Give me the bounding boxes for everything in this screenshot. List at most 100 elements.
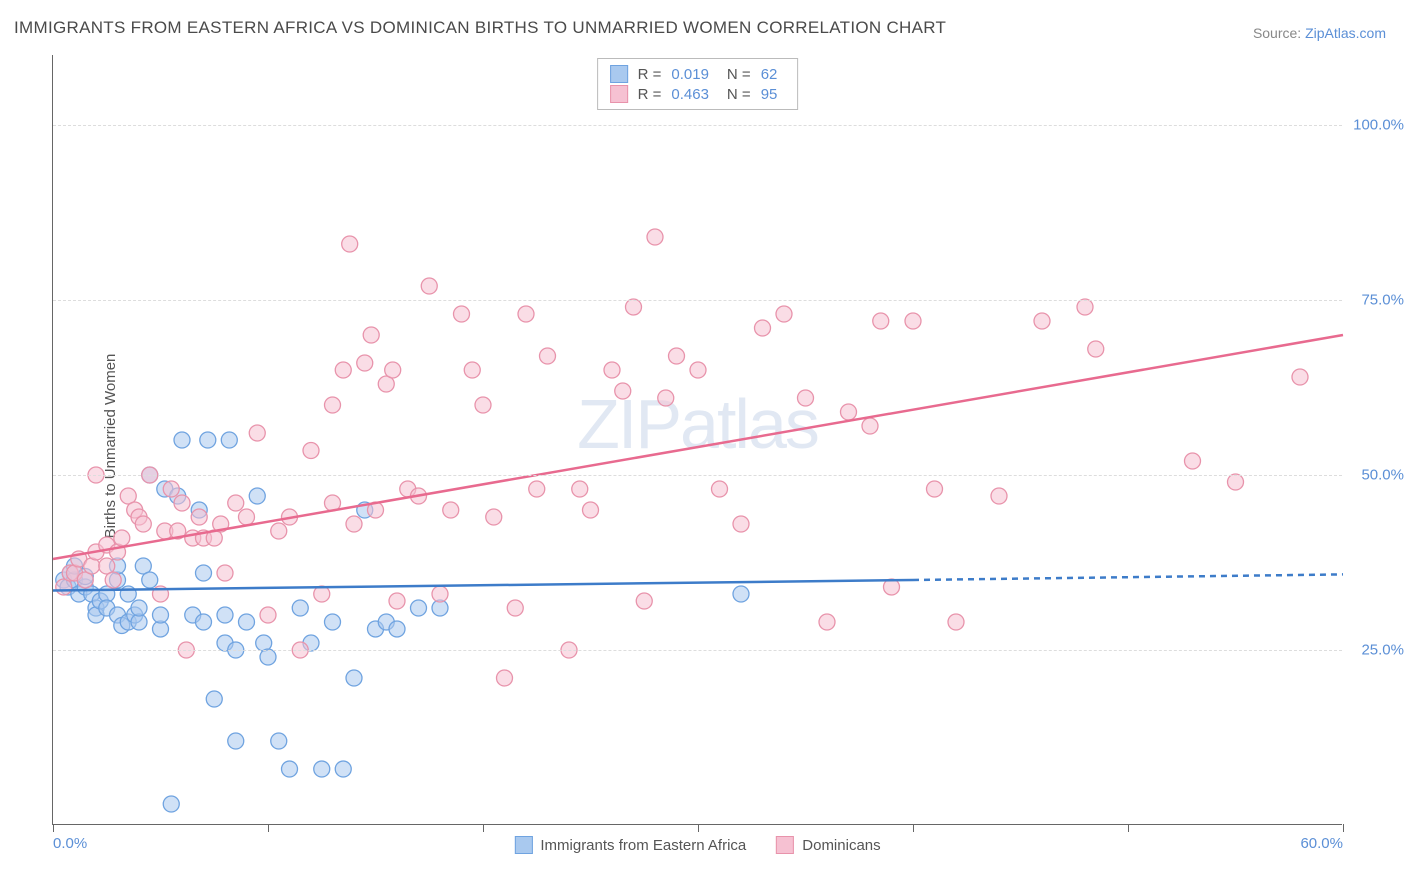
data-point <box>529 481 545 497</box>
data-point <box>239 509 255 525</box>
legend-swatch-0 <box>514 836 532 854</box>
data-point <box>135 516 151 532</box>
gridline-y <box>53 475 1342 476</box>
data-point <box>712 481 728 497</box>
data-point <box>991 488 1007 504</box>
data-point <box>105 572 121 588</box>
data-point <box>507 600 523 616</box>
legend-label-1: Dominicans <box>802 837 880 854</box>
data-point <box>260 607 276 623</box>
data-point <box>389 593 405 609</box>
data-point <box>196 614 212 630</box>
data-point <box>249 488 265 504</box>
x-tick <box>1128 824 1129 832</box>
data-point <box>497 670 513 686</box>
data-point <box>153 607 169 623</box>
trend-line <box>53 580 913 591</box>
source-label: Source: <box>1253 25 1305 41</box>
x-tick <box>913 824 914 832</box>
data-point <box>191 509 207 525</box>
data-point <box>733 586 749 602</box>
data-point <box>658 390 674 406</box>
plot-svg <box>53 55 1342 824</box>
gridline-y <box>53 650 1342 651</box>
x-tick <box>483 824 484 832</box>
data-point <box>819 614 835 630</box>
data-point <box>1185 453 1201 469</box>
data-point <box>163 481 179 497</box>
x-tick <box>698 824 699 832</box>
data-point <box>385 362 401 378</box>
data-point <box>260 649 276 665</box>
y-tick-label: 75.0% <box>1361 292 1404 309</box>
data-point <box>1088 341 1104 357</box>
data-point <box>1228 474 1244 490</box>
data-point <box>733 516 749 532</box>
chart-container: IMMIGRANTS FROM EASTERN AFRICA VS DOMINI… <box>0 0 1406 892</box>
data-point <box>464 362 480 378</box>
data-point <box>421 278 437 294</box>
data-point <box>342 236 358 252</box>
data-point <box>798 390 814 406</box>
data-point <box>411 600 427 616</box>
data-point <box>669 348 685 364</box>
data-point <box>1077 299 1093 315</box>
legend-item-1: Dominicans <box>776 836 880 854</box>
data-point <box>948 614 964 630</box>
x-tick-label: 60.0% <box>1300 835 1343 852</box>
data-point <box>432 586 448 602</box>
data-point <box>626 299 642 315</box>
legend-swatch-1 <box>776 836 794 854</box>
x-tick-label: 0.0% <box>53 835 87 852</box>
data-point <box>239 614 255 630</box>
source-attribution: Source: ZipAtlas.com <box>1253 25 1386 41</box>
source-link[interactable]: ZipAtlas.com <box>1305 25 1386 41</box>
data-point <box>583 502 599 518</box>
data-point <box>636 593 652 609</box>
x-tick <box>268 824 269 832</box>
data-point <box>174 495 190 511</box>
data-point <box>486 509 502 525</box>
data-point <box>163 796 179 812</box>
legend-bottom: Immigrants from Eastern Africa Dominican… <box>514 836 880 854</box>
y-tick-label: 50.0% <box>1361 467 1404 484</box>
data-point <box>228 495 244 511</box>
data-point <box>454 306 470 322</box>
data-point <box>927 481 943 497</box>
data-point <box>228 733 244 749</box>
data-point <box>475 397 491 413</box>
x-tick <box>1343 824 1344 832</box>
data-point <box>776 306 792 322</box>
data-point <box>292 600 308 616</box>
data-point <box>303 443 319 459</box>
data-point <box>142 572 158 588</box>
legend-item-0: Immigrants from Eastern Africa <box>514 836 746 854</box>
y-tick-label: 100.0% <box>1353 117 1404 134</box>
data-point <box>206 691 222 707</box>
chart-title: IMMIGRANTS FROM EASTERN AFRICA VS DOMINI… <box>14 18 946 38</box>
x-tick <box>53 824 54 832</box>
data-point <box>363 327 379 343</box>
data-point <box>755 320 771 336</box>
data-point <box>114 530 130 546</box>
trend-line-extrapolated <box>913 574 1343 580</box>
data-point <box>1292 369 1308 385</box>
data-point <box>615 383 631 399</box>
data-point <box>518 306 534 322</box>
legend-label-0: Immigrants from Eastern Africa <box>540 837 746 854</box>
data-point <box>196 565 212 581</box>
gridline-y <box>53 125 1342 126</box>
data-point <box>873 313 889 329</box>
data-point <box>357 355 373 371</box>
data-point <box>604 362 620 378</box>
data-point <box>335 362 351 378</box>
data-point <box>841 404 857 420</box>
data-point <box>690 362 706 378</box>
data-point <box>314 761 330 777</box>
data-point <box>346 670 362 686</box>
data-point <box>200 432 216 448</box>
data-point <box>862 418 878 434</box>
data-point <box>572 481 588 497</box>
data-point <box>271 733 287 749</box>
data-point <box>221 432 237 448</box>
